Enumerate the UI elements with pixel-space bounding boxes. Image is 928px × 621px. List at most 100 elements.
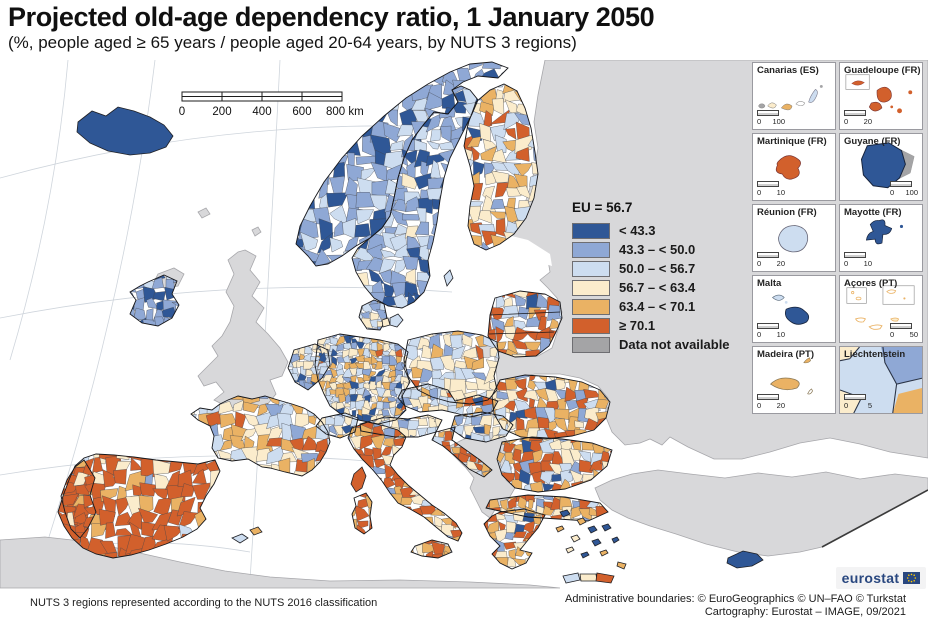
scale-bar-tick: 200 — [212, 106, 231, 118]
scale-bar-tick: 800 km — [326, 106, 364, 118]
inset-guadeloupe: Guadeloupe (FR) 0 20 — [839, 62, 923, 130]
inset-map-reunion — [777, 225, 809, 253]
inset-scale-bar-graphic — [844, 252, 866, 258]
no-data-region-faroe — [197, 207, 211, 219]
inset-scale-bar: 0 10 — [844, 252, 872, 268]
map-region-dk_funen — [381, 317, 391, 328]
inset-scale-min: 0 — [844, 117, 849, 126]
inset-scale-bar: 0 20 — [844, 110, 872, 126]
footer-note-left: NUTS 3 regions represented according to … — [30, 597, 378, 609]
map-region-crete_w — [562, 572, 581, 584]
inset-scale-max: 20 — [776, 259, 785, 268]
map-scale-bar: 0 200 400 600 800 km — [179, 91, 364, 118]
scale-bar-tick: 0 — [179, 106, 185, 118]
inset-scale-max: 10 — [863, 259, 872, 268]
map-region-crete_m — [579, 573, 598, 582]
inset-scale-max: 20 — [776, 401, 785, 410]
map-region-corsica — [350, 466, 367, 493]
inset-scale-bar-graphic — [844, 110, 866, 116]
inset-title: Mayotte (FR) — [844, 207, 902, 218]
inset-scale-bar-graphic — [757, 323, 779, 329]
inset-scale-min: 0 — [757, 188, 762, 197]
inset-scale-bar: 0 20 — [757, 394, 785, 410]
legend-label: ≥ 70.1 — [619, 318, 656, 333]
inset-title: Guyane (FR) — [844, 136, 901, 147]
inset-map-guyane — [860, 142, 915, 189]
legend-swatch — [572, 279, 610, 296]
inset-map-acores — [846, 285, 915, 330]
inset-madeira: Madeira (PT) 0 20 — [752, 346, 836, 414]
inset-scale-bar-graphic — [757, 110, 779, 116]
inset-scale-min: 0 — [844, 259, 849, 268]
map-region-aegean2 — [576, 517, 587, 526]
scale-bar-tick: 600 — [292, 106, 311, 118]
footer-cartography-credit: Cartography: Eurostat – IMAGE, 09/2021 — [704, 606, 906, 618]
inset-scale-bar: 0 20 — [757, 252, 785, 268]
inset-scale-max: 100 — [772, 117, 785, 126]
inset-scale-bar-graphic — [757, 394, 779, 400]
inset-title: Malta — [757, 278, 782, 289]
eurostat-logo: eurostat — [836, 567, 926, 589]
inset-scale-max: 20 — [863, 117, 872, 126]
inset-scale-min: 0 — [757, 330, 762, 339]
page-title: Projected old-age dependency ratio, 1 Ja… — [8, 2, 655, 32]
outermost-regions-panel: Canarias (ES) 0 100 Guadeloupe (FR) 0 20 Marti… — [752, 62, 923, 414]
inset-scale-bar-graphic — [844, 394, 866, 400]
inset-title: Martinique (FR) — [757, 136, 827, 147]
inset-reunion: Réunion (FR) 0 20 — [752, 204, 836, 272]
map-region-aegean9 — [580, 551, 590, 559]
legend-eu-value: EU = 56.7 — [572, 200, 633, 215]
inset-title: Liechtenstein — [844, 349, 906, 360]
single-regions-layer — [76, 106, 764, 584]
map-region-crete_e — [595, 572, 615, 584]
inset-malta: Malta 0 10 — [752, 275, 836, 343]
header: Projected old-age dependency ratio, 1 Ja… — [8, 2, 920, 53]
inset-canarias: Canarias (ES) 0 100 — [752, 62, 836, 130]
inset-scale-min: 0 — [844, 401, 849, 410]
inset-scale-bar-graphic — [890, 323, 912, 329]
turkey-syria-border — [821, 489, 928, 548]
legend-item: ≥ 70.1 — [572, 316, 762, 335]
inset-map-malta — [772, 294, 810, 325]
inset-map-madeira — [769, 357, 813, 395]
legend-swatch — [572, 336, 610, 353]
inset-scale-max: 5 — [867, 401, 872, 410]
no-data-region-shetland — [251, 226, 262, 237]
inset-scale-min: 0 — [757, 259, 762, 268]
no-data-region-uk — [197, 249, 289, 411]
inset-map-liechtenstein — [840, 347, 922, 413]
map-region-aegean1 — [559, 509, 571, 518]
inset-map-guadeloupe — [845, 74, 913, 114]
legend-swatch — [572, 222, 610, 239]
footer-note-right: Administrative boundaries: © EuroGeograp… — [565, 593, 906, 619]
map-region-balear_2 — [249, 526, 263, 536]
inset-mayotte: Mayotte (FR) 0 10 — [839, 204, 923, 272]
map-region-aegean5 — [591, 538, 602, 547]
footer-boundaries-credit: Administrative boundaries: © EuroGeograp… — [564, 593, 906, 605]
inset-title: Réunion (FR) — [757, 207, 817, 218]
map-region-aegean4 — [570, 534, 581, 543]
inset-scale-bar-graphic — [757, 252, 779, 258]
legend-swatch — [572, 241, 610, 258]
inset-scale-bar: 0 100 — [757, 110, 785, 126]
inset-scale-min: 0 — [890, 330, 895, 339]
inset-title: Canarias (ES) — [757, 65, 819, 76]
legend-label: 43.3 – < 50.0 — [619, 242, 696, 257]
inset-scale-bar: 0 50 — [890, 323, 918, 339]
legend-item: < 43.3 — [572, 221, 762, 240]
inset-title: Açores (PT) — [844, 278, 898, 289]
inset-guyane: Guyane (FR) 0 100 — [839, 133, 923, 201]
inset-scale-min: 0 — [757, 401, 762, 410]
inset-title: Madeira (PT) — [757, 349, 815, 360]
inset-scale-max: 50 — [909, 330, 918, 339]
inset-scale-bar: 0 100 — [890, 181, 918, 197]
map-region-balear_1 — [231, 533, 249, 544]
map-region-aegean11 — [611, 536, 620, 544]
legend-item: 50.0 – < 56.7 — [572, 259, 762, 278]
inset-scale-min: 0 — [757, 117, 762, 126]
inset-scale-bar: 0 10 — [757, 181, 785, 197]
legend-item: 63.4 – < 70.1 — [572, 297, 762, 316]
map-region-aegean8 — [565, 546, 575, 554]
